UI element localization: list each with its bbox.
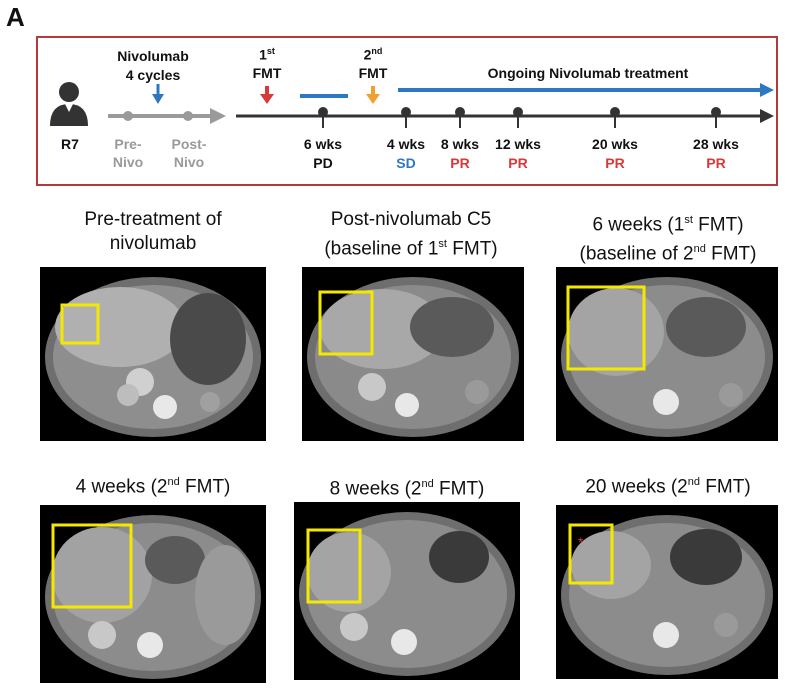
timepoint-label: 20 wks [592,136,638,152]
scan-5-caption: 8 weeks (2nd FMT) [329,478,485,500]
timepoint-node [610,107,620,117]
asterisk-marker: * [578,534,584,550]
fmt2-label: FMT [358,65,388,81]
timepoint-response: PR [508,155,528,171]
timepoint-label: 4 wks [386,136,426,152]
scan-2-caption: Post-nivolumab C5 (baseline of 1st FMT) [324,209,498,260]
post-nivo-label-2: Nivo [173,154,205,170]
fmt1-label-top: 1st [259,46,275,63]
scan-1-caption: Pre-treatment of nivolumab [84,209,222,254]
nivo-down-arrow [152,94,164,104]
timepoint-node [455,107,465,117]
ct-scan-5 [294,502,520,680]
lesion-box [306,528,362,604]
timepoint-node [513,107,523,117]
lesion-box [566,285,646,371]
timepoint-label: 12 wks [495,136,541,152]
scan-6-caption: 20 weeks (2nd FMT) [585,476,751,498]
scan-3-caption: 6 weeks (1st FMT) (baseline of 2nd FMT) [579,214,757,265]
pre-nivo-label-2: Nivo [112,154,144,170]
ct-scan-2 [302,267,524,441]
patient-id: R7 [61,136,79,152]
ct-scan-4 [40,505,266,683]
patient-icon [50,82,88,126]
lesion-box [51,523,133,609]
timepoint-label: 6 wks [303,136,343,152]
fmt1-down-arrow [260,94,274,104]
timepoint-label: 8 wks [440,136,480,152]
pre-nivo-label-1: Pre- [114,136,142,152]
timepoint-label: 28 wks [693,136,739,152]
timepoint-node [711,107,721,117]
fmt1-label: FMT [252,65,282,81]
ct-scan-3 [556,267,778,441]
fmt2-down-arrow [366,94,380,104]
ct-scan-1 [40,267,266,441]
timeline-graphic [50,82,774,128]
panel-label: A [6,2,25,32]
timepoint-response: SD [396,155,416,171]
ongoing-label: Ongoing Nivolumab treatment [487,65,689,81]
fmt2-label-top: 2nd [363,46,383,63]
lesion-box [60,303,100,345]
timeline-box: Nivolumab 4 cycles R7 Pre- Nivo Post- Ni… [36,36,778,186]
timepoint-response: PR [605,155,625,171]
lesion-box [568,523,614,585]
timepoint-response: PR [706,155,726,171]
pre-nivo-node [123,111,133,121]
timepoint-response: PD [313,155,333,171]
post-nivo-node [183,111,193,121]
lesion-box [318,290,374,356]
timepoint-node [318,107,328,117]
nivo-cycles: 4 cycles [125,67,181,83]
post-nivo-label-1: Post- [171,136,207,152]
scan-4-caption: 4 weeks (2nd FMT) [75,476,231,498]
timepoint-node [401,107,411,117]
ct-scan-6: * [556,505,778,679]
nivo-title: Nivolumab [117,48,189,64]
timepoint-response: PR [450,155,470,171]
